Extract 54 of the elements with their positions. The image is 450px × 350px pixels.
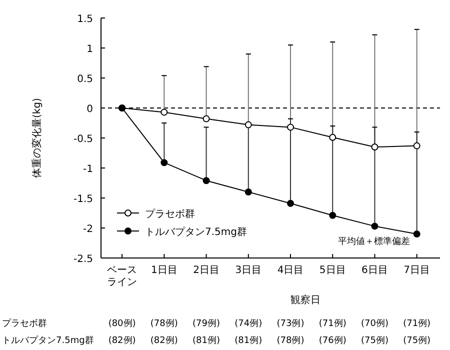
x-tick-label: 5日目	[319, 265, 346, 276]
y-tick-label: -0.5	[73, 134, 93, 145]
point	[160, 108, 168, 116]
y-tick-label: 0.5	[77, 74, 93, 85]
text: (81例)	[192, 335, 220, 346]
point	[329, 134, 336, 141]
y-tick-label: -2	[83, 224, 93, 235]
point	[371, 144, 378, 150]
text: (82例)	[108, 335, 136, 346]
legend-label: プラセボ群	[145, 208, 195, 220]
x-tick-label: 6日目	[362, 265, 388, 276]
point	[202, 115, 210, 122]
x-tick-label: 1日目	[150, 265, 178, 276]
legend-label: トルバプタン7.5mg群	[145, 226, 247, 238]
text: プラセボ群	[2, 318, 47, 329]
x-tick-label: 3日目	[235, 265, 262, 276]
point	[287, 124, 294, 131]
point	[244, 121, 252, 128]
point	[287, 200, 294, 207]
y-tick-label: -2.5	[73, 254, 93, 265]
y-tick-label: 1.5	[77, 14, 93, 25]
annotation: 平均値＋標準偏差	[338, 236, 410, 248]
text: (76例)	[318, 335, 346, 346]
x-tick-label: 4日目	[277, 265, 304, 276]
x-tick-label: 2日目	[193, 265, 220, 276]
text: (71例)	[403, 318, 431, 329]
text: (74例)	[234, 318, 262, 329]
x-tick-label: 7日目	[404, 265, 430, 276]
y-tick-label: -1	[83, 164, 93, 175]
text: (70例)	[360, 318, 388, 329]
point	[371, 222, 378, 230]
y-tick-label: 0	[86, 104, 93, 115]
y-tick-label: -1.5	[73, 194, 93, 205]
text: (75例)	[360, 335, 388, 346]
text: (79例)	[192, 318, 220, 329]
point	[329, 212, 336, 219]
point	[244, 188, 252, 196]
x-tick-label: ベースライン	[107, 265, 138, 288]
x-axis-title: 観察日	[290, 294, 320, 306]
text: トルバプタン7.5mg群	[2, 335, 94, 346]
text: (78例)	[150, 318, 178, 329]
text: (80例)	[108, 318, 136, 329]
text: (75例)	[403, 335, 431, 346]
text: (73例)	[276, 318, 304, 329]
point	[413, 142, 420, 150]
text: (81例)	[234, 335, 262, 346]
point	[160, 159, 168, 166]
text: (78例)	[276, 335, 304, 346]
y-axis-title: 体重の変化量(kg)	[31, 98, 43, 178]
y-tick-label: 1	[86, 44, 93, 55]
text: (82例)	[150, 335, 178, 346]
point	[413, 230, 420, 238]
point	[202, 177, 210, 184]
text: (71例)	[318, 318, 346, 329]
